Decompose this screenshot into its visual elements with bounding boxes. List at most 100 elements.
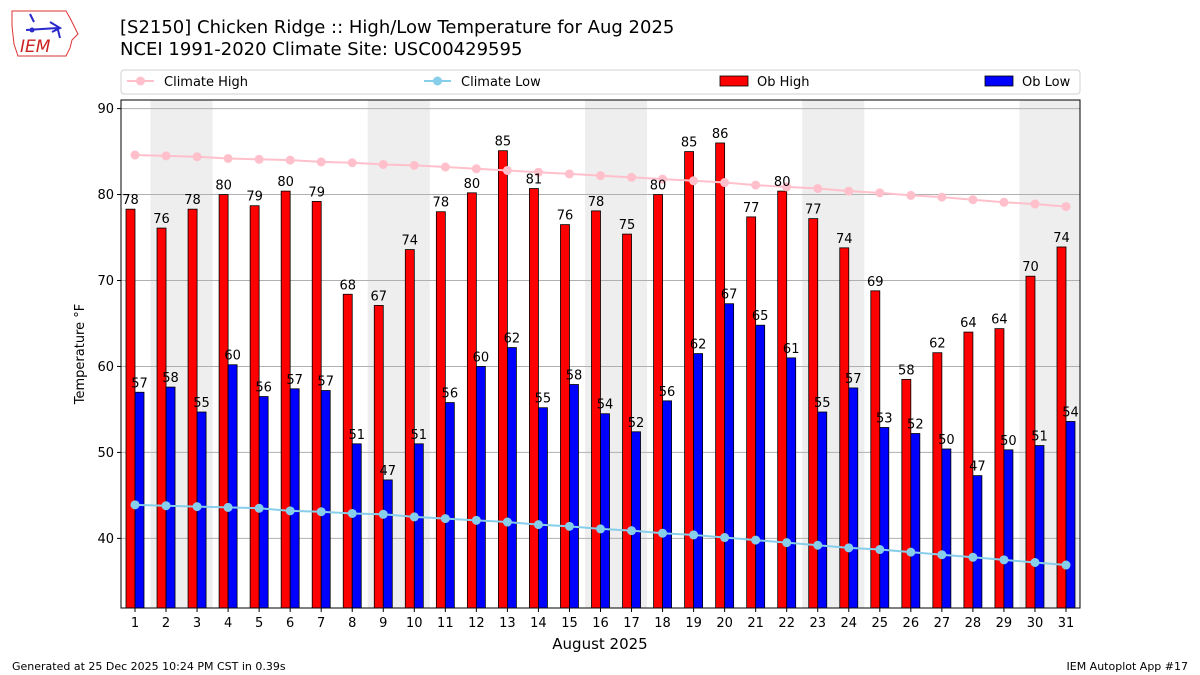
x-tick-label: 26	[903, 616, 920, 631]
ob-high-label: 76	[557, 209, 574, 224]
ob-low-label: 55	[814, 396, 831, 411]
ob-high-label: 67	[370, 289, 387, 304]
ob-low-label: 56	[255, 381, 272, 396]
x-tick-label: 1	[131, 616, 139, 631]
ob-high-label: 62	[929, 337, 946, 352]
y-tick-label: 60	[97, 360, 114, 375]
legend-marker-icon	[433, 76, 442, 86]
climate-low-point	[782, 538, 792, 548]
ob-low-label: 55	[193, 396, 210, 411]
footer-generated: Generated at 25 Dec 2025 10:24 PM CST in…	[12, 660, 286, 673]
climate-high-point	[347, 158, 357, 168]
climate-high-point	[813, 184, 823, 194]
ob-low-label: 56	[659, 385, 676, 400]
ob-high-bar	[901, 378, 912, 609]
ob-low-bar	[289, 388, 300, 609]
ob-low-label: 60	[473, 350, 490, 365]
climate-low-point	[223, 502, 233, 512]
climate-high-point	[1061, 202, 1071, 212]
ob-low-label: 51	[411, 428, 428, 443]
climate-low-point	[316, 507, 326, 517]
x-tick-label: 29	[996, 616, 1013, 631]
weather-station-icon	[25, 13, 63, 39]
legend-ob-high: Ob High	[719, 75, 810, 90]
legend-label: Climate Low	[461, 75, 541, 90]
ob-low-label: 50	[938, 433, 955, 448]
ob-high-label: 70	[1022, 260, 1039, 275]
ob-low-bar	[506, 347, 517, 609]
ob-high-bar	[466, 192, 477, 609]
ob-low-bar	[1065, 421, 1076, 609]
ob-high-label: 64	[960, 316, 977, 331]
ob-low-label: 61	[783, 342, 800, 357]
climate-high-point	[192, 152, 202, 162]
ob-low-bar	[165, 386, 176, 609]
ob-high-bar	[218, 194, 229, 609]
ob-low-bar	[817, 411, 828, 609]
ob-high-label: 80	[277, 175, 294, 190]
x-tick-label: 11	[437, 616, 454, 631]
ob-high-label: 78	[588, 195, 605, 210]
climate-high-point	[782, 182, 792, 192]
climate-low-point	[627, 526, 637, 536]
ob-high-bar	[808, 218, 819, 609]
ob-high-bar	[497, 150, 508, 609]
climate-low-point	[130, 500, 140, 510]
climate-low-point	[906, 547, 916, 557]
ob-low-bar	[1003, 449, 1014, 609]
chart-title: [S2150] Chicken Ridge :: High/Low Temper…	[120, 17, 674, 61]
ob-low-label: 54	[597, 398, 614, 413]
ob-high-bar	[870, 290, 881, 609]
x-tick-label: 21	[747, 616, 764, 631]
ob-low-label: 67	[721, 288, 738, 303]
climate-high-point	[254, 154, 264, 164]
y-tick-label: 50	[97, 446, 114, 461]
climate-low-point	[347, 508, 357, 518]
ob-high-label: 79	[308, 185, 325, 200]
legend-label: Climate High	[164, 75, 248, 90]
legend-swatch-icon	[984, 75, 1014, 87]
iowa-outline-icon	[11, 10, 79, 57]
climate-high-point	[751, 180, 761, 190]
x-tick-label: 12	[468, 616, 485, 631]
ob-low-bar	[475, 366, 486, 609]
ob-low-bar	[755, 324, 766, 609]
ob-high-label: 80	[650, 179, 667, 194]
climate-low-point	[968, 552, 978, 562]
climate-high-point	[533, 167, 543, 177]
ob-low-label: 57	[286, 373, 303, 388]
ob-low-label: 57	[131, 376, 148, 391]
ob-low-bar	[538, 407, 548, 609]
ob-low-label: 51	[1031, 430, 1048, 445]
climate-high-point	[502, 165, 512, 175]
ob-high-label: 58	[898, 363, 915, 378]
ob-low-bar	[941, 448, 952, 609]
ob-high-bar	[932, 352, 943, 609]
climate-high-point	[285, 155, 295, 165]
x-tick-label: 24	[840, 616, 857, 631]
ob-high-label: 77	[743, 201, 760, 216]
ob-low-label: 57	[845, 372, 862, 387]
iem-logo: IEM	[11, 10, 79, 57]
ob-high-label: 80	[215, 179, 232, 194]
ob-low-bar	[910, 433, 921, 609]
ob-low-bar	[693, 353, 703, 609]
ob-high-bar	[435, 211, 446, 609]
ob-low-label: 47	[969, 460, 986, 475]
legend-label: Ob High	[757, 75, 810, 90]
x-tick-label: 10	[406, 616, 423, 631]
ob-low-label: 52	[907, 418, 924, 433]
x-tick-label: 28	[965, 616, 982, 631]
ob-low-label: 58	[162, 371, 179, 386]
legend-ob-low: Ob Low	[984, 75, 1071, 90]
ob-high-label: 80	[774, 175, 791, 190]
ob-high-bar	[373, 305, 384, 609]
ob-high-label: 74	[1053, 231, 1070, 246]
x-tick-label: 16	[592, 616, 609, 631]
ob-low-bar	[134, 391, 145, 609]
x-tick-label: 3	[193, 616, 201, 631]
climate-low-point	[596, 524, 605, 534]
y-tick-label: 80	[97, 188, 114, 203]
plot-frame	[120, 99, 1081, 609]
climate-low-point	[813, 540, 823, 550]
